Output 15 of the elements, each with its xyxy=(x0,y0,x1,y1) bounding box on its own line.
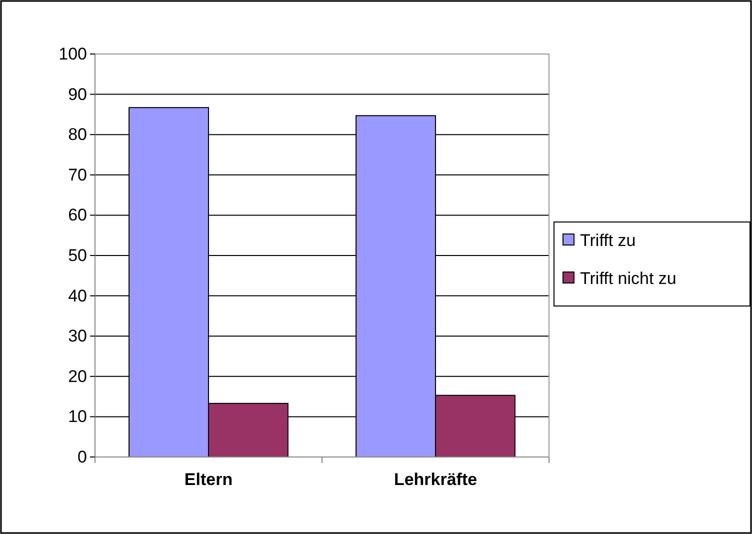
legend-label: Trifft zu xyxy=(580,231,636,250)
y-tick-label: 20 xyxy=(68,366,87,386)
legend-label: Trifft nicht zu xyxy=(580,269,676,288)
y-tick-label: 80 xyxy=(68,125,87,144)
y-tick-label: 60 xyxy=(68,206,87,225)
y-tick-label: 100 xyxy=(58,44,87,64)
y-tick-label: 40 xyxy=(68,286,87,306)
y-tick-label: 10 xyxy=(68,407,87,426)
y-tick-label: 70 xyxy=(68,165,87,184)
x-tick-label: Eltern xyxy=(184,470,233,490)
y-tick-label: 0 xyxy=(78,447,87,466)
x-tick-label: Lehrkräfte xyxy=(394,470,478,490)
y-tick-label: 50 xyxy=(68,246,87,265)
y-tick-label: 90 xyxy=(68,84,87,104)
y-tick-label: 30 xyxy=(68,326,87,346)
